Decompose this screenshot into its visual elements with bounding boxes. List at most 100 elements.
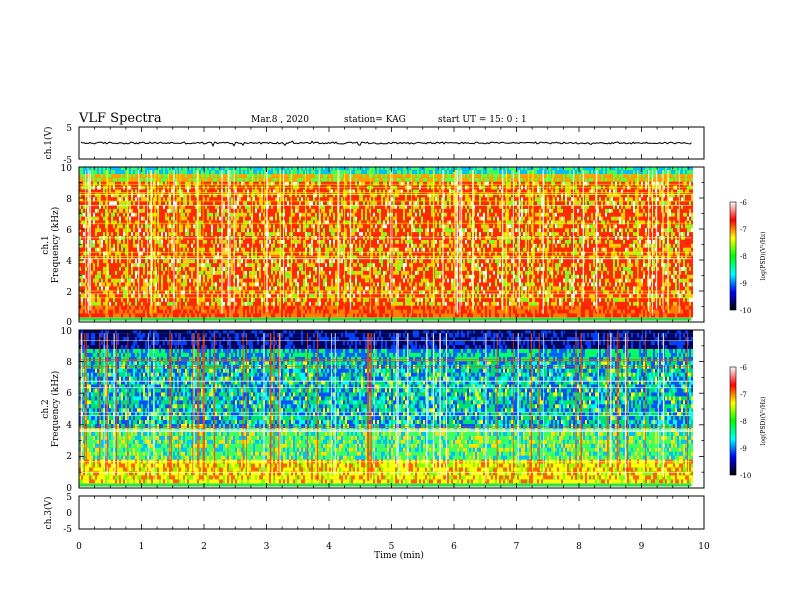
spectrogram-cell [285, 270, 287, 275]
spectrogram-cell [333, 313, 335, 318]
spectrogram-cell [101, 193, 103, 198]
spectrogram-cell [109, 266, 111, 271]
spectrogram-cell [131, 290, 133, 295]
spectrogram-cell [235, 263, 237, 267]
spectrogram-cell [263, 263, 265, 267]
spectrogram-cell [119, 216, 121, 221]
spectrogram-cell [211, 305, 213, 310]
spectrogram-cell [313, 313, 315, 318]
spectrogram-cell [189, 290, 191, 295]
spectrogram-cell [269, 282, 271, 287]
spectrogram-cell [237, 313, 239, 318]
spectrogram-cell [205, 173, 207, 178]
spectrogram-cell [325, 305, 327, 310]
spectrogram-cell [297, 290, 299, 295]
spectrogram-cell [295, 224, 297, 229]
spectrogram-cell [157, 208, 159, 213]
spectrogram-cell [305, 243, 307, 248]
spectrogram-cell [257, 290, 259, 295]
spectrogram-cell [111, 286, 113, 291]
spectrogram-cell [265, 294, 267, 298]
spectrogram-cell [319, 224, 321, 229]
spectrogram-cell [91, 232, 93, 236]
spectrogram-cell [251, 274, 253, 279]
spectrogram-cell [263, 239, 265, 244]
spectrogram-cell [217, 232, 219, 236]
spectrogram-cell [121, 177, 123, 182]
spectrogram-cell [277, 282, 279, 287]
spectrogram-cell [181, 305, 183, 310]
spectrogram-cell [165, 282, 167, 287]
spectrogram-cell [199, 197, 201, 202]
spectrogram-cell [317, 197, 319, 202]
spectrogram-cell [295, 216, 297, 221]
spectrogram-cell [79, 239, 81, 244]
spectrogram-cell [281, 251, 283, 256]
spectrogram-cell [165, 170, 167, 174]
spectrogram-cell [97, 193, 99, 198]
spectrogram-cell [265, 228, 267, 233]
spectrogram-cell [195, 181, 197, 186]
spectrogram-cell [87, 167, 89, 171]
spectrogram-cell [79, 297, 81, 302]
spectrogram-cell [257, 294, 259, 298]
spectrogram-cell [99, 177, 101, 182]
spectrogram-cell [143, 290, 145, 295]
spectrogram-cell [205, 228, 207, 233]
spectrogram-cell [125, 309, 127, 314]
spectrogram-cell [171, 197, 173, 202]
spectrogram-cell [177, 220, 179, 225]
spectrogram-cell [79, 216, 81, 221]
spectrogram-cell [209, 247, 211, 252]
spectrogram-cell [213, 177, 215, 182]
spectrogram-cell [265, 220, 267, 225]
spectrogram-cell [203, 201, 205, 205]
spectrogram-cell [261, 255, 263, 260]
spectrogram-cell [131, 170, 133, 174]
spectrogram-cell [281, 266, 283, 271]
spectrogram-cell [315, 251, 317, 256]
spectrogram-cell [327, 263, 329, 267]
spectrogram-cell [305, 286, 307, 291]
spectrogram-cell [281, 216, 283, 221]
spectrogram-cell [305, 301, 307, 306]
spectrogram-cell [97, 297, 99, 302]
spectrogram-cell [247, 313, 249, 318]
spectrogram-cell [149, 228, 151, 233]
spectrogram-cell [167, 228, 169, 233]
spectrogram-cell [91, 212, 93, 217]
spectrogram-cell [185, 243, 187, 248]
spectrogram-cell [79, 243, 81, 248]
spectrogram-cell [325, 189, 327, 194]
spectrogram-cell [155, 201, 157, 205]
spectrogram-cell [249, 301, 251, 306]
spectrogram-cell [109, 255, 111, 260]
spectrogram-cell [169, 208, 171, 213]
spectrogram-cell [243, 251, 245, 256]
spectrogram-cell [293, 201, 295, 205]
spectrogram-cell [135, 278, 137, 283]
spectrogram-cell [181, 270, 183, 275]
spectrogram-cell [143, 255, 145, 260]
spectrogram-cell [247, 201, 249, 205]
spectrogram-cell [143, 263, 145, 267]
spectrogram-cell [201, 309, 203, 314]
spectrogram-cell [321, 309, 323, 314]
spectrogram-cell [143, 167, 145, 171]
spectrogram-cell [183, 270, 185, 275]
spectrogram-cell [125, 263, 127, 267]
spectrogram-cell [225, 286, 227, 291]
spectrogram-cell [305, 216, 307, 221]
spectrogram-cell [287, 197, 289, 202]
spectrogram-cell [331, 274, 333, 279]
spectrogram-cell [185, 224, 187, 229]
spectrogram-cell [249, 220, 251, 225]
spectrogram-cell [217, 274, 219, 279]
spectrogram-cell [103, 232, 105, 236]
spectrogram-cell [251, 193, 253, 198]
spectrogram-cell [145, 255, 147, 260]
spectrogram-cell [145, 266, 147, 271]
spectrogram-cell [217, 290, 219, 295]
spectrogram-cell [155, 297, 157, 302]
spectrogram-cell [317, 266, 319, 271]
